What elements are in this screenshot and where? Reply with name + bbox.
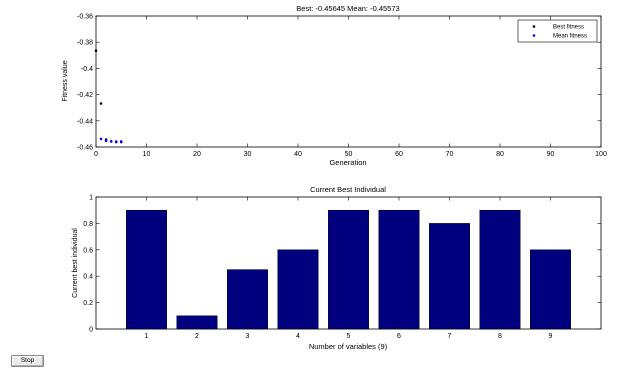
individual-y-tick-label: 0.2 bbox=[83, 300, 93, 307]
fitness-x-tick-label: 30 bbox=[244, 151, 252, 158]
individual-y-tick-label: 0 bbox=[89, 327, 93, 334]
individual-y-tick-label: 0.4 bbox=[83, 274, 93, 281]
individual-x-tick-label: 1 bbox=[145, 333, 149, 340]
bar-variable-9 bbox=[530, 249, 571, 330]
fitness-x-tick-label: 0 bbox=[94, 151, 98, 158]
legend-mean-label: Mean fitness bbox=[553, 34, 587, 40]
mean-fitness-point bbox=[114, 140, 118, 143]
bar-variable-8 bbox=[479, 209, 521, 330]
bar-variable-4 bbox=[277, 249, 319, 330]
fitness-x-tick-label: 60 bbox=[395, 151, 403, 158]
individual-x-tick-label: 3 bbox=[246, 333, 250, 340]
fitness-y-ticks: -0.36 -0.38 -0.4 -0.42 -0.44 -0.46 bbox=[77, 14, 601, 152]
fitness-plot: Best: -0.45645 Mean: -0.45573 0 10 20 30 40 5… bbox=[62, 4, 607, 167]
fitness-y-tick-label: -0.36 bbox=[77, 14, 93, 21]
fitness-legend: Best fitness Mean fitness bbox=[517, 19, 598, 43]
legend-mean-marker bbox=[532, 34, 536, 37]
fitness-points bbox=[94, 49, 123, 144]
legend-box bbox=[517, 19, 598, 43]
fitness-y-tick-label: -0.42 bbox=[77, 92, 93, 99]
fitness-y-axis-label: Fitness value bbox=[62, 60, 69, 101]
fitness-x-tick-label: 90 bbox=[547, 151, 555, 158]
individual-x-tick-label: 8 bbox=[498, 333, 502, 340]
fitness-chart-title: Best: -0.45645 Mean: -0.45573 bbox=[296, 4, 399, 13]
mean-fitness-point bbox=[99, 137, 103, 141]
individual-bars bbox=[126, 209, 571, 330]
legend-best-label: Best fitness bbox=[553, 25, 584, 31]
fitness-x-ticks: 0 10 20 30 40 50 60 70 80 90 100 bbox=[94, 16, 607, 158]
stop-button[interactable]: Stop bbox=[11, 355, 44, 367]
fitness-y-tick-label: -0.38 bbox=[77, 40, 93, 47]
bar-variable-5 bbox=[328, 209, 369, 330]
fitness-x-tick-label: 70 bbox=[446, 151, 454, 158]
best-fitness-point bbox=[99, 102, 103, 105]
mean-fitness-point bbox=[104, 139, 108, 143]
fitness-x-tick-label: 40 bbox=[294, 151, 302, 158]
individual-y-tick-label: 1 bbox=[89, 195, 93, 202]
bar-variable-6 bbox=[378, 209, 420, 330]
fitness-x-axis-label: Generation bbox=[329, 158, 366, 167]
fitness-y-tick-label: -0.4 bbox=[81, 66, 93, 73]
mean-fitness-point bbox=[119, 140, 123, 143]
individual-y-axis-label: Current best individual bbox=[72, 228, 79, 298]
individual-y-tick-label: 0.8 bbox=[83, 221, 93, 228]
bar-variable-1 bbox=[126, 209, 167, 330]
fitness-x-tick-label: 50 bbox=[345, 151, 353, 158]
individual-x-tick-label: 5 bbox=[347, 333, 351, 340]
individual-x-tick-label: 2 bbox=[195, 333, 199, 340]
individual-x-tick-label: 6 bbox=[397, 333, 401, 340]
individual-x-tick-label: 9 bbox=[549, 333, 553, 340]
bar-variable-7 bbox=[429, 223, 470, 330]
fitness-x-tick-label: 20 bbox=[193, 151, 201, 158]
fitness-x-tick-label: 100 bbox=[595, 151, 607, 158]
fitness-y-tick-label: -0.44 bbox=[77, 118, 93, 125]
fitness-y-tick-label: -0.46 bbox=[77, 145, 93, 152]
best-individual-plot: Current Best Individual 1 2 3 4 5 6 7 8 9 0 0.2 0.… bbox=[72, 185, 602, 351]
individual-x-tick-label: 4 bbox=[296, 333, 300, 340]
fitness-axes-box bbox=[95, 15, 602, 148]
individual-chart-title: Current Best Individual bbox=[310, 185, 386, 194]
fitness-x-tick-label: 80 bbox=[496, 151, 504, 158]
individual-x-axis-label: Number of variables (9) bbox=[309, 342, 388, 351]
individual-y-ticks: 0 0.2 0.4 0.6 0.8 1 bbox=[83, 195, 601, 334]
bar-variable-3 bbox=[227, 269, 268, 330]
individual-y-tick-label: 0.6 bbox=[83, 247, 93, 254]
best-fitness-point bbox=[94, 49, 98, 53]
legend-best-marker bbox=[532, 25, 536, 28]
fitness-x-tick-label: 10 bbox=[143, 151, 151, 158]
mean-fitness-point bbox=[109, 140, 113, 143]
individual-x-tick-label: 7 bbox=[448, 333, 452, 340]
individual-x-ticks: 1 2 3 4 5 6 7 8 9 bbox=[145, 197, 553, 340]
